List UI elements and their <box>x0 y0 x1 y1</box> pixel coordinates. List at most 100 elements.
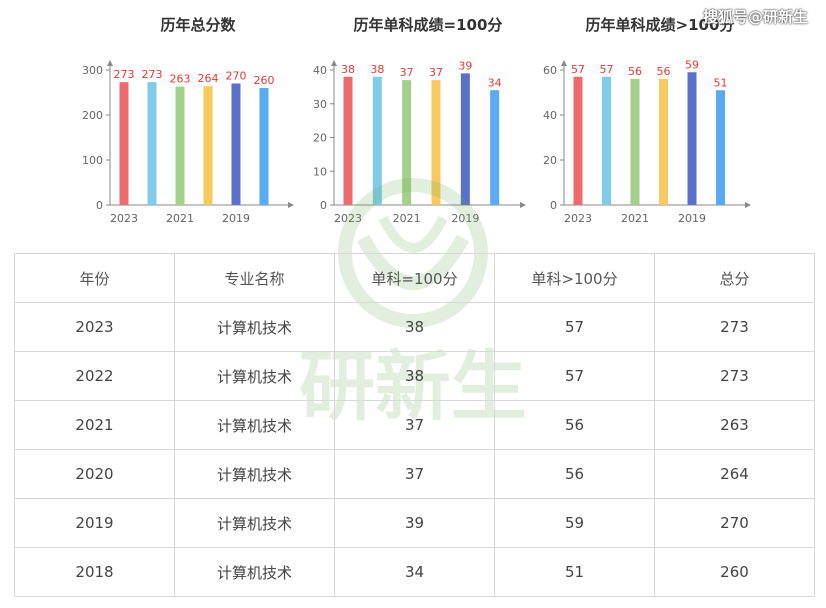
cell-total: 263 <box>654 400 815 450</box>
bar-2023 <box>119 82 129 205</box>
x-tick-label: 2023 <box>564 212 592 225</box>
data-label: 260 <box>254 74 275 87</box>
data-label: 56 <box>657 65 671 78</box>
bar-2020 <box>203 86 213 205</box>
cell-single-eq100: 38 <box>334 302 495 352</box>
x-tick-label: 2023 <box>110 212 138 225</box>
bar-2021 <box>402 80 412 205</box>
data-label: 273 <box>114 68 135 81</box>
bar-2018 <box>490 90 500 205</box>
x-axis-arrow-icon <box>520 202 526 208</box>
cell-total: 273 <box>654 351 815 401</box>
cell-year: 2021 <box>14 400 175 450</box>
cell-major: 计算机技术 <box>174 302 335 352</box>
cell-major: 计算机技术 <box>174 400 335 450</box>
data-label: 264 <box>198 72 219 85</box>
chart-title: 历年单科成绩=100分 <box>354 16 503 34</box>
table-row: 2023 计算机技术 38 57 273 <box>14 302 815 352</box>
cell-major: 计算机技术 <box>174 449 335 499</box>
cell-total: 273 <box>654 302 815 352</box>
y-tick-label: 20 <box>313 132 327 145</box>
chart-title: 历年总分数 <box>160 16 236 34</box>
table-row: 2022 计算机技术 38 57 273 <box>14 351 815 401</box>
x-axis-arrow-icon <box>288 202 294 208</box>
scores-table: 年份 专业名称 单科=100分 单科>100分 总分 2023 计算机技术 38… <box>14 253 815 597</box>
x-tick-label: 2019 <box>451 212 479 225</box>
bar-2020 <box>431 80 441 205</box>
table-row: 2019 计算机技术 39 59 270 <box>14 498 815 548</box>
cell-single-eq100: 37 <box>334 400 495 450</box>
y-tick-label: 40 <box>313 64 327 77</box>
x-tick-label: 2019 <box>678 212 706 225</box>
bar-2022 <box>147 82 157 205</box>
cell-single-gt100: 59 <box>494 498 655 548</box>
header-single-gt100: 单科>100分 <box>494 253 655 303</box>
cell-total: 264 <box>654 449 815 499</box>
bar-2022 <box>602 76 611 205</box>
bar-2023 <box>343 76 353 205</box>
cell-year: 2018 <box>14 547 175 597</box>
y-tick-label: 300 <box>82 64 103 77</box>
table-row: 2020 计算机技术 37 56 264 <box>14 449 815 499</box>
data-label: 51 <box>714 76 728 89</box>
bar-chart-3: 历年单科成绩>100分 0 20 40 60 57 2023 57 56 2021 56 59 2019… <box>543 16 751 225</box>
cell-year: 2022 <box>14 351 175 401</box>
bar-2018 <box>716 90 725 205</box>
x-tick-label: 2019 <box>222 212 250 225</box>
cell-total: 270 <box>654 498 815 548</box>
cell-year: 2023 <box>14 302 175 352</box>
y-axis-arrow-icon <box>561 60 567 66</box>
data-label: 38 <box>370 63 384 76</box>
data-label: 270 <box>226 70 247 83</box>
cell-single-eq100: 38 <box>334 351 495 401</box>
bar-chart-1: 历年总分数 0 100 200 300 273 2023 273 263 2021 264 270 20… <box>82 16 294 225</box>
bar-2020 <box>659 79 668 205</box>
header-single-eq100: 单科=100分 <box>334 253 495 303</box>
cell-single-gt100: 56 <box>494 400 655 450</box>
y-tick-label: 60 <box>543 64 557 77</box>
cell-single-gt100: 57 <box>494 302 655 352</box>
x-tick-label: 2023 <box>334 212 362 225</box>
data-label: 37 <box>400 66 414 79</box>
cell-single-gt100: 56 <box>494 449 655 499</box>
cell-single-eq100: 34 <box>334 547 495 597</box>
x-tick-label: 2021 <box>166 212 194 225</box>
cell-year: 2019 <box>14 498 175 548</box>
data-label: 56 <box>628 65 642 78</box>
y-tick-label: 100 <box>82 154 103 167</box>
table-header-row: 年份 专业名称 单科=100分 单科>100分 总分 <box>14 253 815 303</box>
y-tick-label: 40 <box>543 109 557 122</box>
cell-major: 计算机技术 <box>174 351 335 401</box>
header-total: 总分 <box>654 253 815 303</box>
charts-area: 历年总分数 0 100 200 300 273 2023 273 263 2021 264 270 20… <box>0 0 826 245</box>
data-label: 273 <box>142 68 163 81</box>
bar-2019 <box>460 73 470 205</box>
data-label: 263 <box>170 73 191 86</box>
data-label: 38 <box>341 63 355 76</box>
bar-2018 <box>259 88 269 205</box>
header-year: 年份 <box>14 253 175 303</box>
bar-chart-2: 历年单科成绩=100分 0 10 20 30 40 38 2023 38 37 2021 37 39 20… <box>313 16 526 225</box>
y-axis-arrow-icon <box>331 60 337 66</box>
chart-title: 历年单科成绩>100分 <box>586 16 735 34</box>
table-row: 2021 计算机技术 37 56 263 <box>14 400 815 450</box>
x-axis-arrow-icon <box>745 202 751 208</box>
y-tick-label: 20 <box>543 154 557 167</box>
y-tick-label: 0 <box>320 199 327 212</box>
y-tick-label: 10 <box>313 165 327 178</box>
data-label: 57 <box>600 63 614 76</box>
cell-year: 2020 <box>14 449 175 499</box>
bar-2023 <box>573 76 583 205</box>
y-tick-label: 0 <box>550 199 557 212</box>
bar-2019 <box>687 72 697 205</box>
data-label: 57 <box>571 63 585 76</box>
table-row: 2018 计算机技术 34 51 260 <box>14 547 815 597</box>
y-tick-label: 0 <box>96 199 103 212</box>
cell-single-eq100: 37 <box>334 449 495 499</box>
bar-2022 <box>372 76 382 205</box>
cell-single-gt100: 57 <box>494 351 655 401</box>
data-label: 37 <box>429 66 443 79</box>
cell-total: 260 <box>654 547 815 597</box>
data-label: 39 <box>458 59 472 72</box>
data-label: 59 <box>685 58 699 71</box>
